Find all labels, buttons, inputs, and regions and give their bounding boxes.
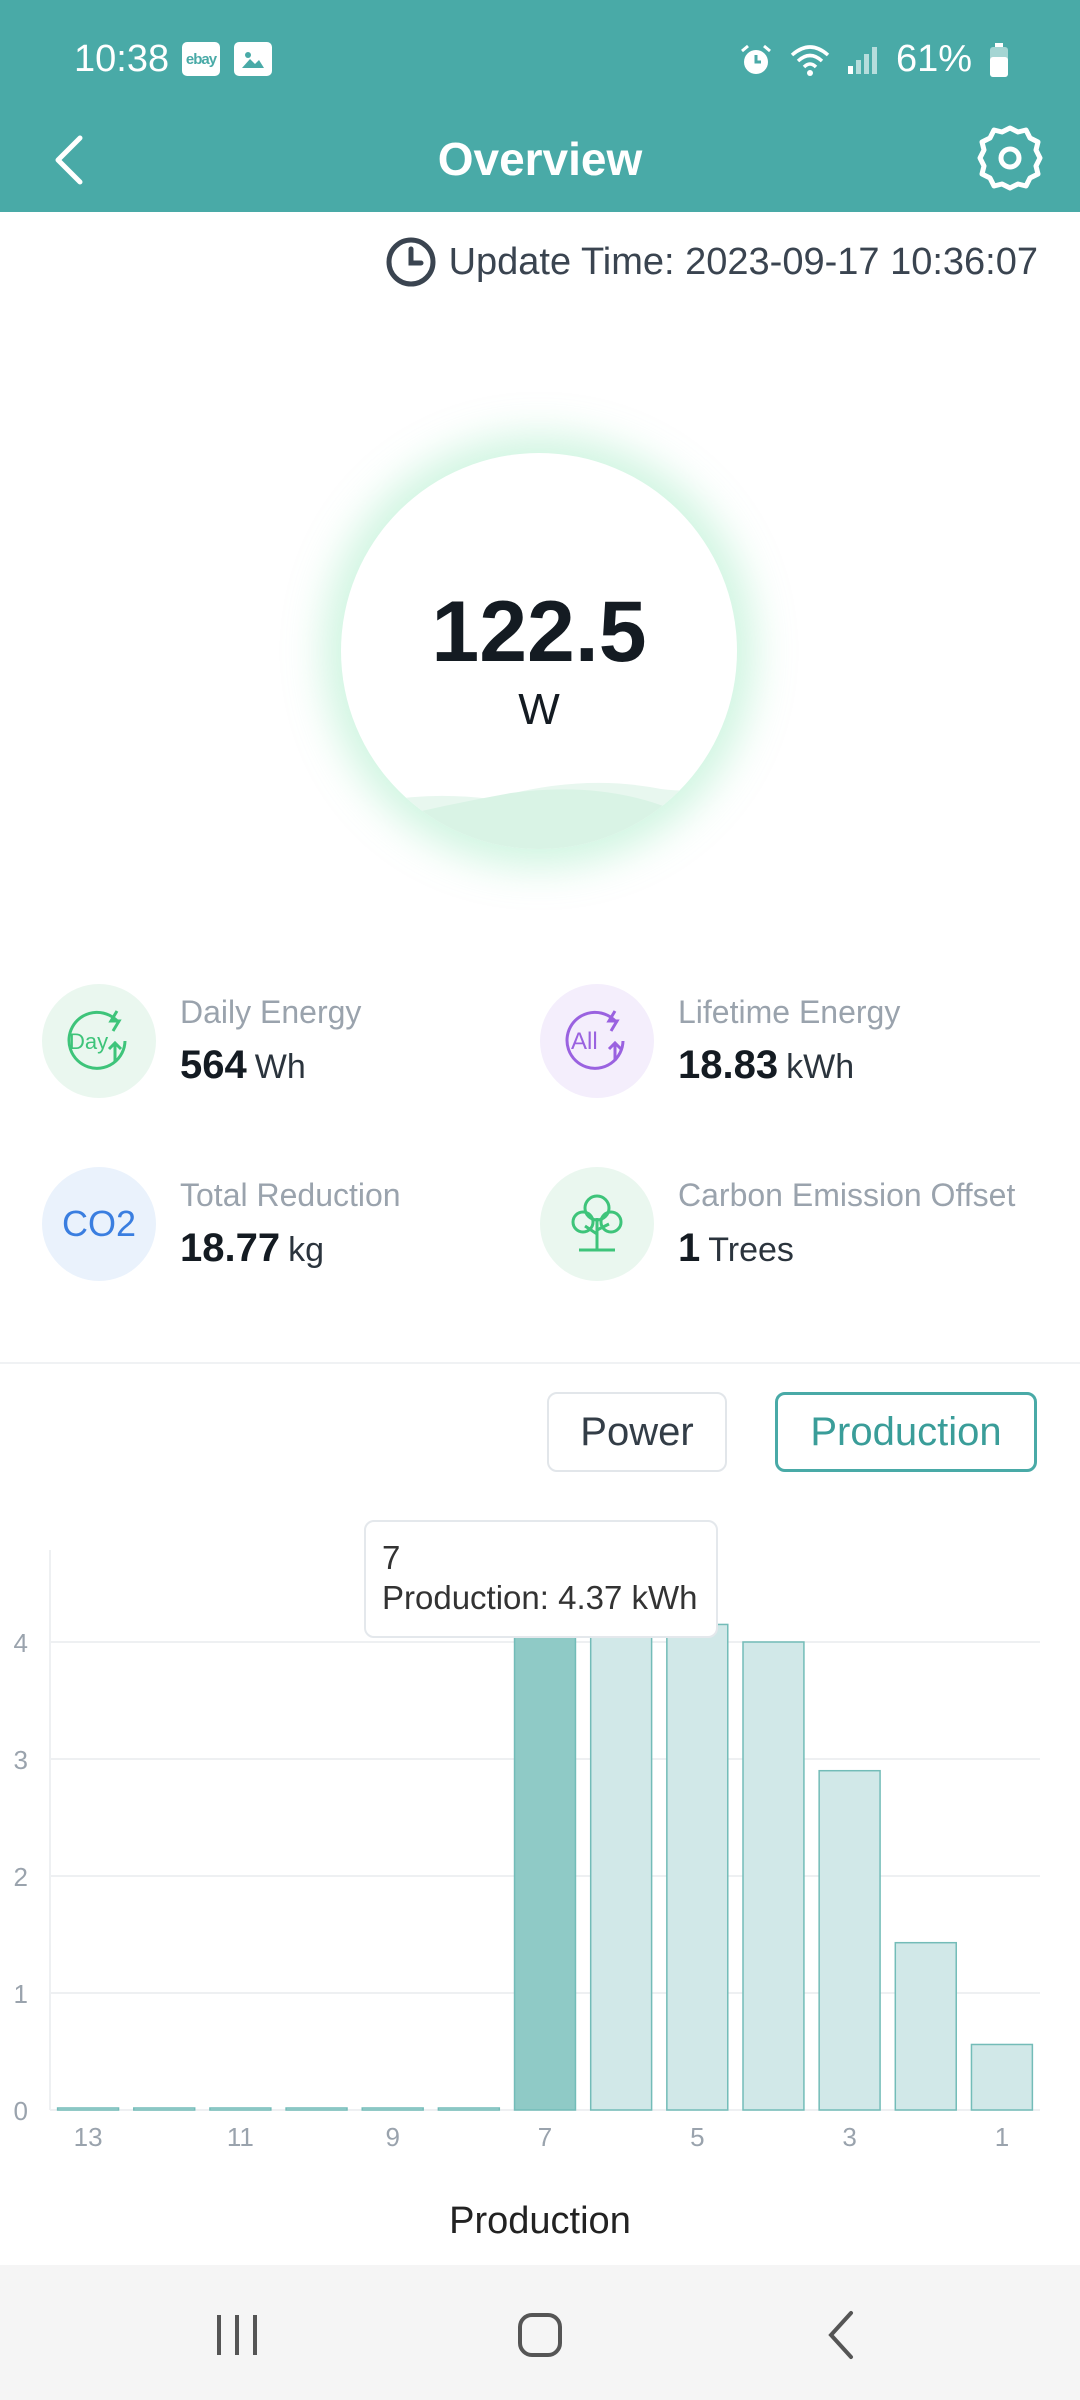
x-tick-label: 13 xyxy=(74,2122,103,2152)
bar-4 xyxy=(742,1641,805,2111)
carbon-offset-stat: Carbon Emission Offset 1 Trees xyxy=(540,1167,1015,1281)
x-tick-label: 1 xyxy=(995,2122,1009,2152)
current-power-gauge: 122.5 W xyxy=(341,453,737,849)
co2-icon-label: CO2 xyxy=(61,1203,137,1244)
all-energy-icon: All xyxy=(540,984,654,1098)
chart-x-axis-label: Production xyxy=(449,2200,631,2242)
wave-decoration xyxy=(341,779,737,849)
daily-energy-stat: Day Daily Energy 564 Wh xyxy=(42,984,361,1098)
power-circle: 122.5 W xyxy=(341,453,737,849)
back-icon xyxy=(828,2311,853,2359)
clock-icon xyxy=(386,237,436,287)
carbon-offset-unit: Trees xyxy=(708,1231,794,1269)
x-tick-label: 9 xyxy=(385,2122,399,2152)
recent-apps-icon xyxy=(217,2315,257,2355)
bar-10 xyxy=(285,2107,348,2111)
lifetime-energy-value: 18.83 xyxy=(678,1043,779,1087)
bar-11 xyxy=(209,2107,272,2111)
total-reduction-stat: CO2 Total Reduction 18.77 kg xyxy=(42,1167,401,1281)
gear-icon xyxy=(977,125,1043,191)
bar-9 xyxy=(361,2107,424,2111)
lifetime-energy-stat: All Lifetime Energy 18.83 kWh xyxy=(540,984,900,1098)
y-tick-label: 1 xyxy=(14,1979,28,2009)
production-toggle-button[interactable]: Production xyxy=(775,1392,1037,1472)
gallery-icon xyxy=(234,42,272,76)
status-left-icons: ebay xyxy=(182,42,272,76)
status-right: 61% xyxy=(738,38,1010,81)
production-bar-chart: 0 1 2 3 4 13 11 9 7 5 3 1 xyxy=(14,1550,1040,2152)
signal-icon xyxy=(847,46,877,74)
co2-icon: CO2 xyxy=(42,1167,156,1281)
chevron-left-icon xyxy=(55,135,83,185)
lifetime-energy-label: Lifetime Energy xyxy=(678,994,901,1030)
total-reduction-label: Total Reduction xyxy=(180,1177,401,1213)
x-tick-label: 7 xyxy=(538,2122,552,2152)
home-button[interactable] xyxy=(500,2295,580,2375)
daily-energy-unit: Wh xyxy=(254,1048,306,1086)
home-icon xyxy=(518,2313,562,2357)
daily-energy-value: 564 xyxy=(180,1043,247,1087)
back-button[interactable] xyxy=(36,124,106,194)
tooltip-title: 7 xyxy=(382,1539,401,1576)
system-nav-bar xyxy=(0,2265,1080,2400)
power-value: 122.5 xyxy=(431,584,647,680)
bar-8 xyxy=(437,2107,501,2111)
day-energy-icon: Day xyxy=(42,984,156,1098)
bar-7 xyxy=(513,1597,577,2111)
status-bar: 10:38 ebay 61% xyxy=(0,0,1080,120)
x-tick-label: 11 xyxy=(227,2122,254,2152)
x-tick-label: 3 xyxy=(842,2122,856,2152)
recent-apps-button[interactable] xyxy=(197,2295,277,2375)
power-toggle-button[interactable]: Power xyxy=(547,1392,727,1472)
header-background xyxy=(0,0,1080,212)
chart-tooltip: 7 Production: 4.37 kWh xyxy=(364,1520,718,1638)
battery-icon xyxy=(990,42,1008,77)
day-icon-label: Day xyxy=(69,1029,108,1054)
wifi-icon xyxy=(790,44,830,76)
page-title: Overview xyxy=(437,133,643,185)
update-time-row: Update Time: 2023-09-17 10:36:07 xyxy=(385,236,1038,288)
power-unit: W xyxy=(518,685,560,734)
system-back-button[interactable] xyxy=(803,2295,883,2375)
carbon-offset-label: Carbon Emission Offset xyxy=(678,1177,1016,1213)
x-tick-label: 5 xyxy=(690,2122,704,2152)
settings-button[interactable] xyxy=(972,120,1048,196)
total-reduction-unit: kg xyxy=(288,1231,325,1269)
alarm-icon xyxy=(740,44,771,74)
bar-12 xyxy=(133,2107,196,2111)
lifetime-energy-unit: kWh xyxy=(786,1048,855,1086)
carbon-offset-value: 1 xyxy=(678,1226,701,1270)
bar-5 xyxy=(666,1623,729,2111)
daily-energy-label: Daily Energy xyxy=(180,994,362,1030)
y-tick-label: 2 xyxy=(14,1862,28,1892)
tooltip-value: Production: 4.37 kWh xyxy=(382,1579,698,1616)
bar-13 xyxy=(56,2107,120,2111)
y-tick-label: 0 xyxy=(14,2096,28,2126)
y-tick-label: 4 xyxy=(14,1628,28,1658)
bar-3 xyxy=(818,1769,881,2111)
total-reduction-value: 18.77 xyxy=(180,1226,281,1270)
bar-6 xyxy=(589,1606,653,2111)
status-time: 10:38 xyxy=(74,38,170,80)
y-tick-label: 3 xyxy=(14,1745,28,1775)
app-header: Overview xyxy=(0,110,1080,212)
tree-icon xyxy=(540,1167,654,1281)
bar-2 xyxy=(894,1941,957,2111)
ebay-icon: ebay xyxy=(182,42,220,76)
battery-percent: 61% xyxy=(895,38,972,80)
update-time: Update Time: 2023-09-17 10:36:07 xyxy=(448,240,1038,283)
all-icon-label: All xyxy=(571,1028,598,1055)
section-divider xyxy=(0,1362,1080,1364)
bar-1 xyxy=(970,2043,1034,2111)
